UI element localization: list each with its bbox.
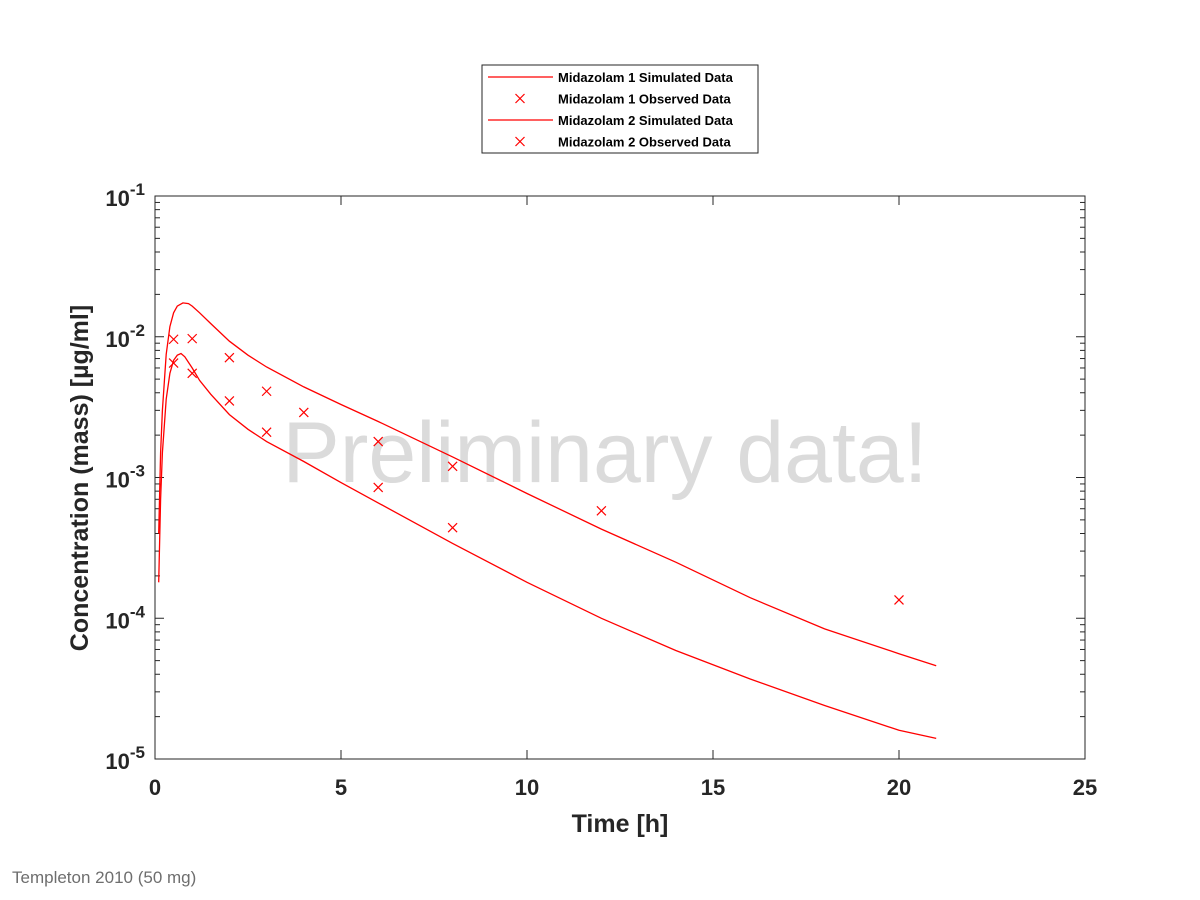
legend: Midazolam 1 Simulated Data Midazolam 1 Ob… (481, 64, 759, 154)
y-tick-label: 10-4 (105, 602, 145, 633)
data-point (596, 505, 607, 516)
watermark-text: Preliminary data! (282, 405, 927, 501)
legend-box (481, 64, 759, 154)
legend-label: Midazolam 1 Simulated Data (558, 70, 734, 85)
data-point (261, 386, 272, 397)
y-tick-label: 10-1 (105, 180, 145, 211)
data-point (298, 407, 309, 418)
data-point (373, 482, 384, 493)
legend-item-3: Midazolam 2 Simulated Data (488, 113, 734, 128)
axis-ticks (154, 195, 1086, 760)
legend-marker-swatch (515, 93, 525, 104)
data-point (168, 334, 179, 345)
data-point (447, 461, 458, 472)
legend-item-2: Midazolam 1 Observed Data (515, 92, 731, 107)
data-point (894, 594, 904, 605)
x-tick-label: 5 (335, 775, 347, 800)
legend-item-4: Midazolam 2 Observed Data (515, 135, 731, 150)
data-point (224, 352, 235, 363)
series-markers-2 (168, 333, 904, 605)
y-tick-label: 10-2 (105, 321, 145, 352)
data-point (224, 395, 235, 406)
series-markers-4 (168, 358, 458, 533)
data-point (187, 333, 198, 344)
footnote: Templeton 2010 (50 mg) (12, 868, 197, 887)
x-tick-label: 0 (149, 775, 161, 800)
legend-label: Midazolam 2 Simulated Data (558, 113, 734, 128)
legend-item-1: Midazolam 1 Simulated Data (488, 70, 734, 85)
x-tick-label: 20 (887, 775, 911, 800)
data-point (373, 436, 384, 447)
legend-label: Midazolam 2 Observed Data (558, 135, 731, 150)
y-axis-label: Concentration (mass) [µg/ml] (66, 305, 94, 651)
x-tick-label: 25 (1073, 775, 1097, 800)
series-line-1 (158, 302, 937, 667)
x-axis-label: Time [h] (572, 810, 669, 838)
data-point (168, 358, 179, 369)
data-point (447, 522, 458, 533)
y-tick-label: 10-3 (105, 462, 145, 493)
y-tick-label: 10-5 (105, 743, 145, 774)
series-layer (158, 302, 937, 740)
x-tick-label: 15 (701, 775, 725, 800)
data-point (261, 427, 272, 438)
series-line-3 (158, 352, 937, 740)
x-tick-labels: 0 5 10 15 20 25 (149, 775, 1097, 800)
x-tick-label: 10 (515, 775, 539, 800)
data-point (187, 368, 198, 379)
legend-marker-swatch (515, 136, 525, 147)
y-tick-labels: 10-1 10-2 10-3 10-4 10-5 (105, 180, 145, 774)
legend-label: Midazolam 1 Observed Data (558, 92, 731, 107)
